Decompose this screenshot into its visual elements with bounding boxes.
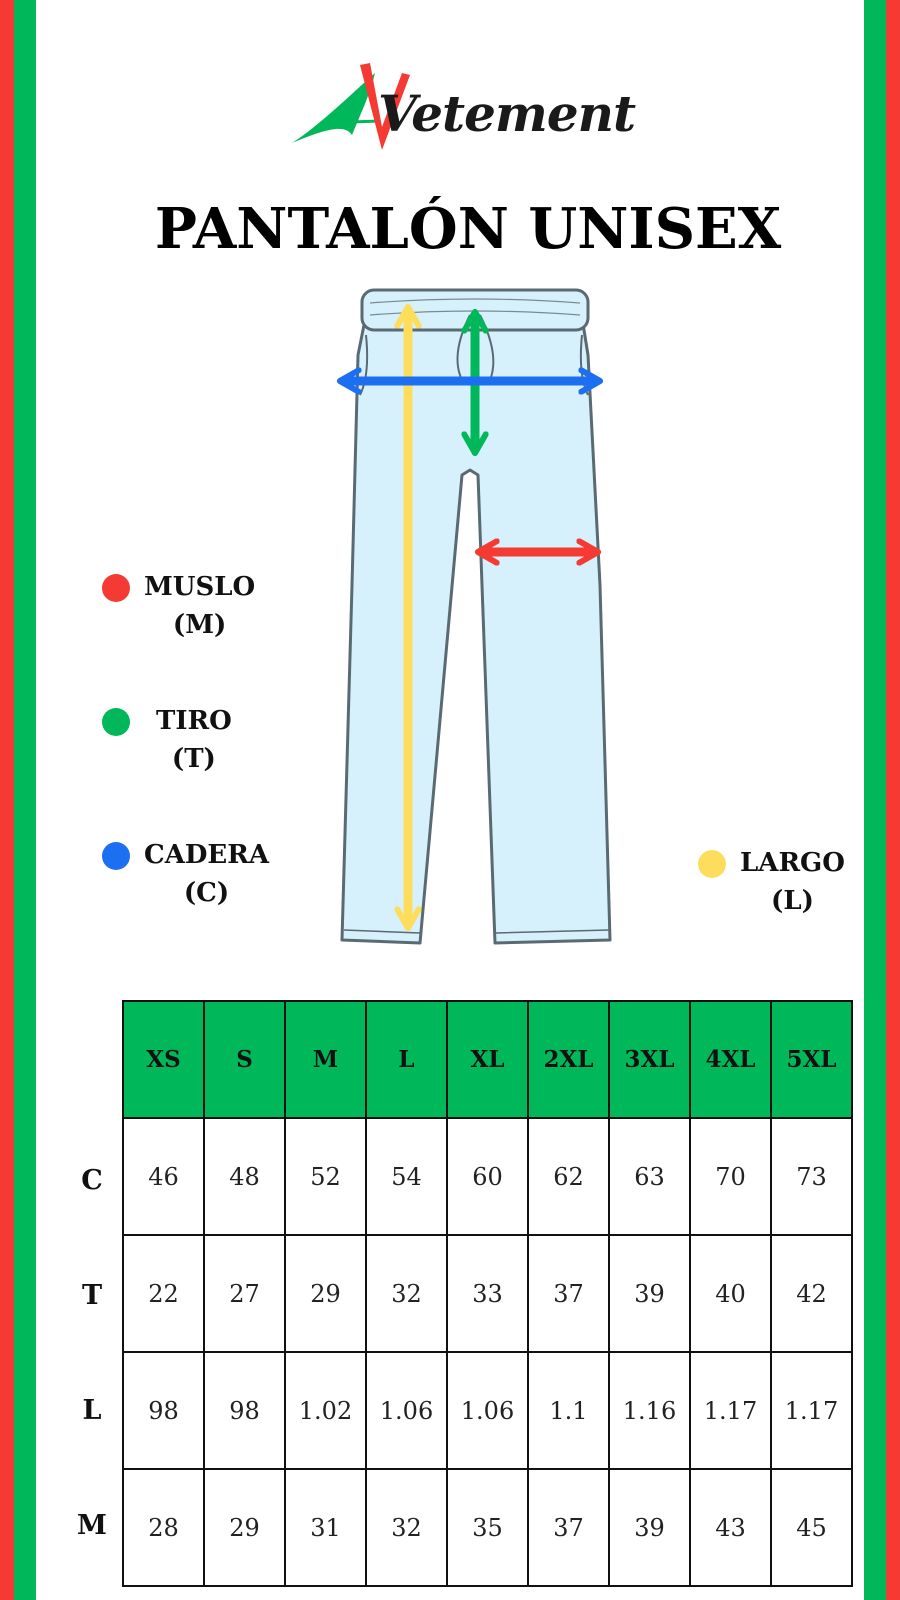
row-label-m: M	[77, 1510, 107, 1541]
table-cell: 1.17	[689, 1351, 772, 1470]
size-header: S	[203, 1000, 286, 1119]
table-cell: 73	[770, 1117, 853, 1236]
legend-tiro: TIRO (T)	[102, 702, 232, 778]
table-row: 98 98 1.02 1.06 1.06 1.1 1.16 1.17 1.17	[122, 1351, 853, 1470]
table-cell: 31	[284, 1468, 367, 1587]
table-cell: 45	[770, 1468, 853, 1587]
size-table: XS S M L XL 2XL 3XL 4XL 5XL 46 48 52 54 …	[122, 1000, 853, 1587]
table-cell: 46	[122, 1117, 205, 1236]
size-header: 2XL	[527, 1000, 610, 1119]
table-cell: 33	[446, 1234, 529, 1353]
size-header: 5XL	[770, 1000, 853, 1119]
table-cell: 35	[446, 1468, 529, 1587]
size-header: L	[365, 1000, 448, 1119]
row-label-l: L	[82, 1395, 102, 1426]
table-cell: 63	[608, 1117, 691, 1236]
table-cell: 32	[365, 1468, 448, 1587]
size-header: XS	[122, 1000, 205, 1119]
table-cell: 48	[203, 1117, 286, 1236]
table-cell: 39	[608, 1234, 691, 1353]
table-cell: 1.02	[284, 1351, 367, 1470]
row-label-t: T	[81, 1280, 103, 1311]
legend-cadera: CADERA (C)	[102, 836, 269, 912]
table-cell: 52	[284, 1117, 367, 1236]
table-cell: 27	[203, 1234, 286, 1353]
blue-dot-icon	[102, 842, 130, 870]
red-dot-icon	[102, 574, 130, 602]
legend-largo: LARGO (L)	[698, 844, 845, 920]
left-green-stripe	[14, 0, 36, 1600]
size-header: M	[284, 1000, 367, 1119]
yellow-dot-icon	[698, 850, 726, 878]
table-cell: 37	[527, 1234, 610, 1353]
table-cell: 32	[365, 1234, 448, 1353]
table-row: 22 27 29 32 33 37 39 40 42	[122, 1234, 853, 1353]
table-cell: 37	[527, 1468, 610, 1587]
row-label-c: C	[81, 1165, 103, 1196]
table-cell: 1.06	[365, 1351, 448, 1470]
size-header: 3XL	[608, 1000, 691, 1119]
table-cell: 70	[689, 1117, 772, 1236]
legend-abbr: (L)	[771, 886, 814, 916]
table-cell: 1.16	[608, 1351, 691, 1470]
table-cell: 60	[446, 1117, 529, 1236]
table-cell: 1.06	[446, 1351, 529, 1470]
logo-wordmark: Vetement	[378, 84, 636, 143]
table-cell: 98	[122, 1351, 205, 1470]
table-cell: 42	[770, 1234, 853, 1353]
green-dot-icon	[102, 708, 130, 736]
table-cell: 22	[122, 1234, 205, 1353]
table-cell: 62	[527, 1117, 610, 1236]
brand-logo	[292, 63, 410, 150]
legend-abbr: (C)	[183, 878, 230, 908]
table-cell: 29	[203, 1468, 286, 1587]
legend-label: LARGO	[740, 848, 845, 878]
table-cell: 54	[365, 1117, 448, 1236]
table-row: 28 29 31 32 35 37 39 43 45	[122, 1468, 853, 1587]
table-cell: 40	[689, 1234, 772, 1353]
legend-muslo: MUSLO (M)	[102, 568, 255, 644]
size-header-row: XS S M L XL 2XL 3XL 4XL 5XL	[122, 1000, 853, 1119]
table-cell: 39	[608, 1468, 691, 1587]
page-title: PANTALÓN UNISEX	[154, 196, 782, 262]
table-cell: 1.17	[770, 1351, 853, 1470]
pants-illustration	[330, 288, 612, 945]
legend-abbr: (M)	[172, 610, 227, 640]
table-cell: 1.1	[527, 1351, 610, 1470]
table-cell: 43	[689, 1468, 772, 1587]
legend-label: CADERA	[144, 840, 270, 870]
legend-abbr: (T)	[171, 744, 216, 774]
left-red-stripe	[0, 0, 14, 1600]
legend-label: TIRO	[156, 706, 232, 736]
table-cell: 98	[203, 1351, 286, 1470]
size-header: XL	[446, 1000, 529, 1119]
table-cell: 29	[284, 1234, 367, 1353]
size-header: 4XL	[689, 1000, 772, 1119]
table-row: 46 48 52 54 60 62 63 70 73	[122, 1117, 853, 1236]
right-red-stripe	[886, 0, 900, 1600]
right-green-stripe	[864, 0, 886, 1600]
legend-label: MUSLO	[144, 572, 256, 602]
table-cell: 28	[122, 1468, 205, 1587]
